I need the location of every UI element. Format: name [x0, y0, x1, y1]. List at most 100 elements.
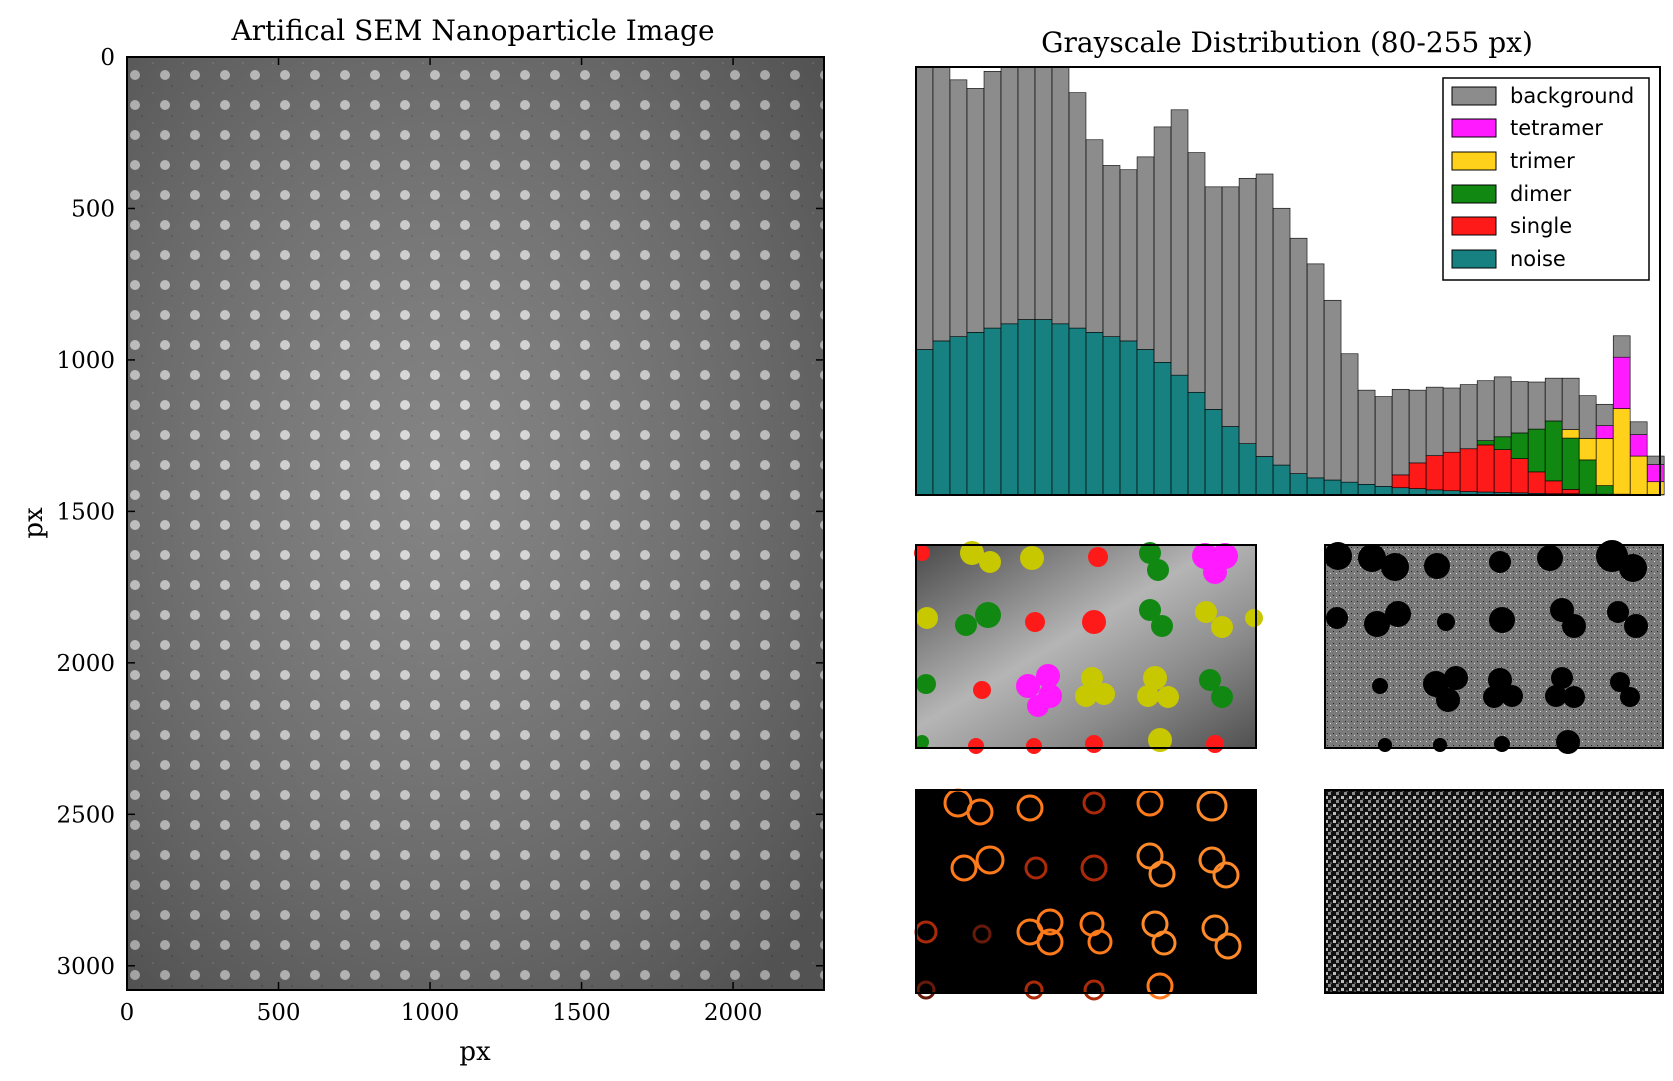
legend-swatch-background [1452, 87, 1496, 105]
hist-bar-background [1409, 390, 1426, 463]
particle-dimer [955, 614, 977, 636]
mask-hole [1372, 678, 1388, 694]
hist-bar-trimer [1647, 482, 1664, 495]
sem-x-axis-label: px [459, 1037, 491, 1067]
hist-bar-single [1460, 449, 1477, 492]
mask-hole [1624, 614, 1648, 638]
hist-bar-noise [916, 349, 933, 495]
hist-bar-background [1375, 397, 1392, 487]
hist-bar-background [1324, 300, 1341, 480]
particle-single [1085, 735, 1103, 753]
mask-hole [1444, 666, 1468, 690]
hist-bar-noise [1205, 409, 1222, 495]
legend-swatch-single [1452, 217, 1496, 235]
particle-single [1026, 738, 1042, 754]
hist-bar-single [1562, 489, 1579, 493]
hist-bar-noise [1001, 324, 1018, 495]
hist-bar-noise [1137, 349, 1154, 495]
hist-bar-dimer [1562, 438, 1579, 489]
hist-bar-background [1205, 187, 1222, 410]
hist-bar-background [1596, 404, 1613, 425]
hist-bar-background [1562, 378, 1579, 429]
mask-hole [1620, 687, 1640, 707]
sem-x-tick-label: 1000 [401, 1000, 460, 1026]
legend-swatch-trimer [1452, 152, 1496, 170]
mask-hole [1424, 553, 1450, 579]
hist-bar-background [1120, 170, 1137, 341]
hist-bar-background [933, 67, 950, 341]
histogram-legend: background tetramer trimer dimer single … [1443, 78, 1649, 280]
histogram-title: Grayscale Distribution (80-255 px) [1041, 26, 1533, 59]
hist-bar-dimer [1477, 441, 1494, 445]
hist-bar-single [1392, 475, 1409, 488]
hist-bar-noise [1307, 478, 1324, 495]
hist-bar-background [1171, 110, 1188, 375]
hist-bar-noise [933, 341, 950, 495]
legend-label-single: single [1510, 214, 1572, 238]
legend-entry-tetramer: tetramer [1452, 116, 1603, 140]
hist-bar-trimer [1613, 409, 1630, 495]
hist-bar-background [1460, 385, 1477, 449]
particle-tetramer [1203, 560, 1227, 584]
sem-x-tick-label: 1500 [552, 1000, 611, 1026]
hist-bar-tetramer [1630, 435, 1647, 456]
mask-hole [1556, 730, 1580, 754]
hist-bar-noise [1273, 465, 1290, 495]
hist-bar-background [1137, 157, 1154, 350]
particle-trimer [979, 551, 1001, 573]
mask-hole [1385, 601, 1411, 627]
hist-bar-noise [967, 332, 984, 495]
hist-bar-noise [1052, 324, 1069, 495]
hist-bar-dimer [1579, 460, 1596, 494]
hist-bar-background [1239, 178, 1256, 443]
hist-bar-background [1358, 390, 1375, 484]
legend-label-background: background [1510, 84, 1634, 108]
hist-bar-background [1256, 174, 1273, 456]
sem-x-tick-label: 2000 [704, 1000, 763, 1026]
sem-y-tick-label: 2000 [56, 651, 115, 677]
legend-swatch-dimer [1452, 185, 1496, 203]
legend-swatch-tetramer [1452, 119, 1496, 137]
legend-entry-dimer: dimer [1452, 182, 1572, 206]
hist-bar-noise [1222, 427, 1239, 495]
hist-bar-noise [1256, 456, 1273, 495]
hist-bar-background [1630, 422, 1647, 435]
legend-entry-trimer: trimer [1452, 149, 1575, 173]
particle-single [1206, 735, 1224, 753]
hist-bar-noise [984, 328, 1001, 495]
mask-hole [1563, 686, 1585, 708]
mask-panel-background [1325, 545, 1663, 748]
mask-hole [1619, 554, 1647, 582]
hist-bar-noise [1069, 328, 1086, 495]
hist-bar-single [1545, 481, 1562, 494]
hist-bar-noise [1290, 474, 1307, 495]
sem-image-shading [127, 57, 824, 990]
particle-trimer [916, 607, 938, 629]
particle-trimer [1195, 601, 1217, 623]
hist-bar-noise [1392, 488, 1409, 495]
mask-hole [1537, 545, 1563, 571]
hist-bar-noise [1188, 392, 1205, 495]
hist-bar-single [1477, 445, 1494, 492]
hist-bar-dimer [1596, 486, 1613, 495]
mask-hole [1436, 688, 1460, 712]
sem-y-axis-label: px [19, 507, 49, 539]
particle-trimer [1093, 683, 1115, 705]
mask-hole [1433, 738, 1447, 752]
hist-bar-background [1188, 153, 1205, 393]
hist-bar-noise [1375, 486, 1392, 495]
mask-hole [1501, 685, 1523, 707]
mask-hole [1324, 542, 1352, 570]
sem-y-tick-label: 1500 [56, 499, 115, 525]
sem-x-tick-label: 500 [257, 1000, 301, 1026]
hist-bar-noise [1171, 375, 1188, 495]
mask-hole [1489, 551, 1511, 573]
classified-particles-panel [914, 541, 1263, 754]
hist-bar-noise [950, 337, 967, 495]
particle-dimer [1147, 559, 1169, 581]
sem-image-title: Artifical SEM Nanoparticle Image [230, 14, 714, 47]
hist-bar-noise [1154, 362, 1171, 495]
hist-bar-noise [1358, 484, 1375, 495]
particle-trimer [1137, 685, 1159, 707]
hist-bar-background [1001, 67, 1018, 324]
